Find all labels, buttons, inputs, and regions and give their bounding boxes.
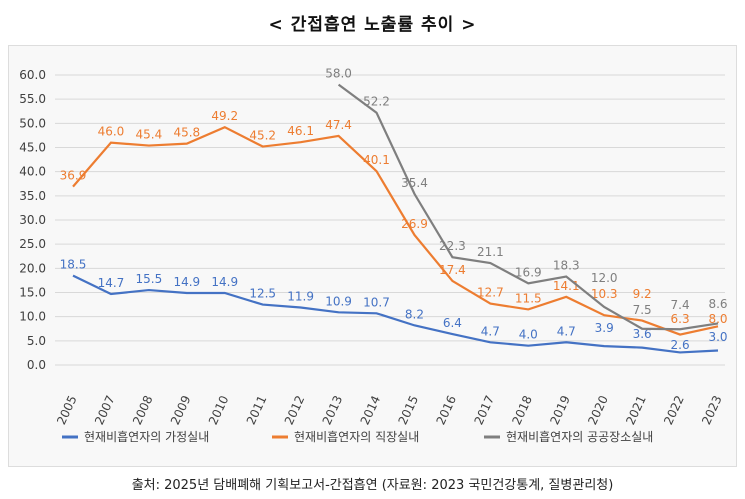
x-tick-label: 2021: [623, 393, 649, 427]
data-label: 45.8: [173, 126, 200, 140]
series-line: [72, 274, 719, 354]
data-label: 4.0: [519, 328, 538, 342]
y-tick-label: 10.0: [19, 310, 46, 324]
data-label: 12.7: [477, 286, 504, 300]
y-tick-label: 30.0: [19, 213, 46, 227]
x-tick-label: 2017: [471, 393, 497, 427]
data-label: 7.4: [671, 298, 690, 312]
data-label: 45.2: [249, 129, 276, 143]
data-label: 26.9: [401, 217, 428, 231]
data-label: 10.3: [591, 287, 618, 301]
chart-title: < 간접흡연 노출률 추이 >: [268, 15, 477, 35]
data-label: 4.7: [481, 324, 500, 338]
y-tick-label: 60.0: [19, 68, 46, 82]
y-tick-label: 15.0: [19, 286, 46, 300]
series-line: [72, 125, 719, 336]
data-label: 11.9: [287, 289, 314, 303]
x-tick-label: 2013: [320, 393, 346, 427]
data-label: 15.5: [136, 272, 163, 286]
data-label: 40.1: [363, 153, 390, 167]
x-tick-label: 2020: [585, 393, 611, 427]
data-label: 49.2: [211, 109, 238, 123]
data-label: 12.0: [591, 271, 618, 285]
data-label: 18.3: [553, 259, 580, 273]
data-label: 21.1: [477, 245, 504, 259]
y-tick-label: 50.0: [19, 116, 46, 130]
x-tick-label: 2012: [282, 393, 308, 427]
x-tick-label: 2015: [396, 393, 422, 427]
data-label: 2.6: [671, 338, 690, 352]
data-label: 11.5: [515, 291, 542, 305]
data-label: 46.1: [287, 124, 314, 138]
data-label: 36.9: [60, 169, 87, 183]
y-tick-label: 55.0: [19, 92, 46, 106]
data-label: 35.4: [401, 176, 428, 190]
x-tick-label: 2016: [434, 393, 460, 427]
data-label: 45.4: [136, 128, 163, 142]
data-label: 46.0: [98, 125, 125, 139]
y-tick-label: 45.0: [19, 141, 46, 155]
data-label: 3.0: [708, 330, 727, 344]
y-tick-label: 35.0: [19, 189, 46, 203]
data-label: 7.5: [633, 303, 652, 317]
chart-frame: [8, 45, 737, 467]
data-label: 8.2: [405, 307, 424, 321]
data-label: 3.9: [595, 321, 614, 335]
data-label: 10.9: [325, 294, 352, 308]
data-label: 8.0: [708, 312, 727, 326]
y-tick-label: 25.0: [19, 237, 46, 251]
data-label: 17.4: [439, 263, 466, 277]
x-tick-label: 2008: [130, 393, 156, 427]
data-label: 9.2: [633, 287, 652, 301]
x-tick-label: 2007: [92, 393, 118, 427]
legend-label: 현재비흡연자의 직장실내: [294, 430, 419, 444]
legend-label: 현재비흡연자의 공공장소실내: [506, 430, 653, 444]
y-tick-label: 40.0: [19, 165, 46, 179]
x-tick-label: 2019: [547, 393, 573, 427]
x-tick-label: 2023: [699, 393, 725, 427]
source-note: 출처: 2025년 담배폐해 기획보고서-간접흡연 (자료원: 2023 국민건…: [131, 478, 614, 493]
data-label: 14.9: [173, 275, 200, 289]
data-label: 18.5: [60, 258, 87, 272]
data-label: 22.3: [439, 239, 466, 253]
data-label: 14.7: [98, 276, 125, 290]
x-tick-label: 2011: [244, 393, 270, 427]
data-label: 47.4: [325, 118, 352, 132]
data-label: 52.2: [363, 95, 390, 109]
data-label: 8.6: [708, 297, 727, 311]
x-tick-label: 2005: [54, 393, 80, 427]
x-tick-label: 2010: [206, 393, 232, 427]
data-label: 10.7: [363, 295, 390, 309]
data-label: 14.9: [211, 275, 238, 289]
data-label: 3.6: [633, 327, 652, 341]
legend-label: 현재비흡연자의 가정실내: [84, 430, 209, 444]
x-tick-label: 2009: [168, 393, 194, 427]
y-tick-label: 0.0: [27, 358, 46, 372]
data-label: 6.4: [443, 316, 462, 330]
x-tick-label: 2018: [509, 393, 535, 427]
data-label: 12.5: [249, 287, 276, 301]
data-label: 14.1: [553, 279, 580, 293]
series-line: [337, 83, 719, 331]
data-label: 4.7: [557, 324, 576, 338]
data-label: 16.9: [515, 265, 542, 279]
y-tick-label: 5.0: [27, 334, 46, 348]
x-tick-label: 2014: [358, 393, 384, 427]
data-label: 58.0: [325, 67, 352, 81]
y-tick-label: 20.0: [19, 261, 46, 275]
x-tick-label: 2022: [661, 393, 687, 427]
data-label: 6.3: [671, 312, 690, 326]
